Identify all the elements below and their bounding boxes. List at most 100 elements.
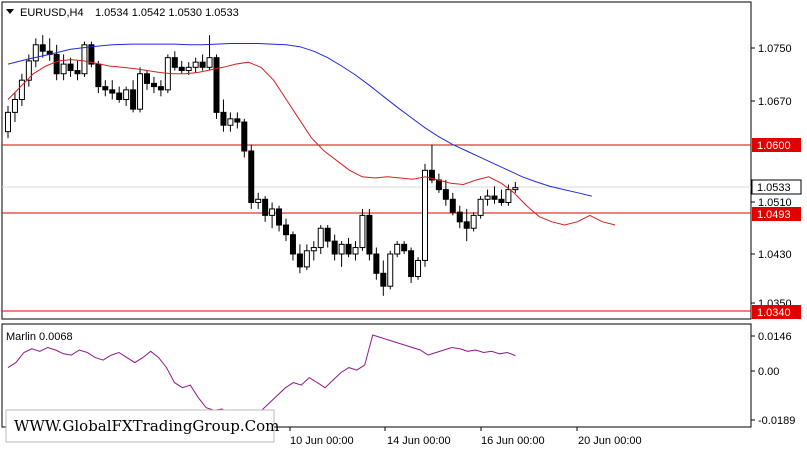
candle-body	[67, 63, 74, 72]
level-tag-2	[752, 207, 801, 221]
level-lines	[2, 144, 751, 312]
candle-body	[150, 82, 157, 88]
candle-body	[157, 86, 164, 91]
indicator-label: Marlin 0.0068	[6, 331, 73, 343]
candle-body	[18, 79, 25, 100]
price-tick-1: 1.0670	[758, 96, 792, 108]
candle-body	[352, 247, 359, 255]
candle-body	[234, 118, 241, 123]
ohlc-label: 1.0534 1.0542 1.0530 1.0533	[95, 7, 239, 19]
candle-body	[206, 57, 213, 68]
candle-body	[88, 44, 95, 65]
candle-body	[380, 272, 387, 287]
candle-body	[442, 189, 449, 200]
indicator-axis[interactable]: 0.0146 0.00 -0.0189	[751, 331, 795, 427]
symbol-header[interactable]: EURUSD,H4 1.0534 1.0542 1.0530 1.0533	[6, 7, 239, 19]
ma-slow-line	[7, 43, 592, 197]
candle-body	[220, 111, 227, 126]
current-price-tag	[751, 179, 802, 195]
candle-body	[255, 198, 262, 203]
current-price-text: 1.0533	[757, 182, 791, 194]
price-axis[interactable]: 1.0750 1.0670 1.0510 1.0430 1.0350 1.060…	[751, 43, 802, 319]
time-label-2: 16 Jun 00:00	[481, 435, 545, 447]
candle-body	[373, 253, 380, 274]
candle-body	[505, 189, 512, 203]
candle-body	[310, 247, 317, 252]
candle-body	[394, 243, 401, 255]
time-label-0: 10 Jun 00:00	[290, 435, 354, 447]
candle-body	[296, 253, 303, 268]
candle-body	[435, 179, 442, 191]
price-tick-0: 1.0750	[758, 43, 792, 55]
ma-fast-line	[7, 59, 616, 226]
candle-body	[116, 92, 123, 100]
candle-body	[39, 44, 46, 52]
price-tick-3: 1.0430	[758, 249, 792, 261]
candle-body	[498, 198, 505, 203]
candle-body	[331, 240, 338, 255]
candle-body	[415, 259, 422, 278]
candle-body	[477, 198, 484, 216]
candle-body	[456, 211, 463, 223]
candle-body	[289, 234, 296, 255]
candle-body	[192, 61, 199, 68]
indicator-tick-2: -0.0189	[758, 415, 795, 427]
candle-body	[276, 208, 283, 226]
candle-body	[491, 195, 498, 200]
price-tick-2: 1.0510	[758, 197, 792, 209]
candle-body	[144, 73, 150, 84]
candle-body	[283, 224, 289, 236]
candle-body	[408, 250, 415, 278]
candle-body	[11, 99, 18, 113]
time-axis[interactable]: 10 Jun 00:00 14 Jun 00:00 16 Jun 00:00 2…	[289, 427, 642, 447]
candle-body	[102, 86, 109, 91]
candle-body	[241, 121, 248, 152]
candle-body	[199, 61, 206, 68]
candle-body	[227, 118, 234, 126]
candle-body	[248, 150, 255, 203]
candle-body	[338, 243, 345, 255]
indicator-tick-1: 0.00	[758, 366, 779, 378]
candle-body	[178, 66, 185, 72]
candle-body	[428, 169, 435, 181]
candle-body	[422, 169, 428, 261]
time-label-3: 20 Jun 00:00	[578, 435, 642, 447]
candle-body	[484, 195, 491, 200]
candle-body	[269, 208, 276, 216]
candle-body	[213, 57, 220, 113]
candle-body	[53, 53, 60, 75]
candle-body	[25, 60, 32, 81]
candle-body	[137, 73, 144, 110]
candle-body	[74, 70, 81, 75]
candle-body	[463, 221, 470, 229]
candle-body	[387, 253, 394, 287]
candle-body	[303, 250, 310, 268]
candle-body	[123, 89, 130, 100]
candle-body	[32, 44, 39, 62]
level-tag-1-text: 1.0600	[757, 140, 791, 152]
candle-body	[109, 89, 116, 94]
candle-body	[449, 198, 456, 213]
candle-body	[317, 227, 324, 249]
candle-body	[95, 63, 102, 88]
candle-body	[130, 89, 137, 110]
candle-body	[5, 111, 11, 133]
symbol-label: EURUSD,H4	[20, 7, 84, 19]
candle-body	[262, 198, 269, 216]
candle-body	[366, 214, 373, 255]
dropdown-triangle-icon[interactable]	[6, 9, 14, 14]
level-tag-1	[752, 138, 801, 152]
candle-body	[324, 227, 331, 242]
time-label-1: 14 Jun 00:00	[387, 435, 451, 447]
candle-body	[185, 66, 192, 72]
watermark-box: WWW.GlobalFXTradingGroup.Com	[5, 409, 279, 443]
candle-body	[171, 57, 178, 68]
candle-body	[512, 187, 519, 191]
level-tag-3-text: 1.0340	[757, 307, 791, 319]
level-tag-2-text: 1.0493	[757, 209, 791, 221]
candle-body	[345, 243, 352, 255]
candle-body	[81, 44, 88, 75]
indicator-tick-0: 0.0146	[758, 331, 792, 343]
candle-body	[401, 243, 408, 252]
